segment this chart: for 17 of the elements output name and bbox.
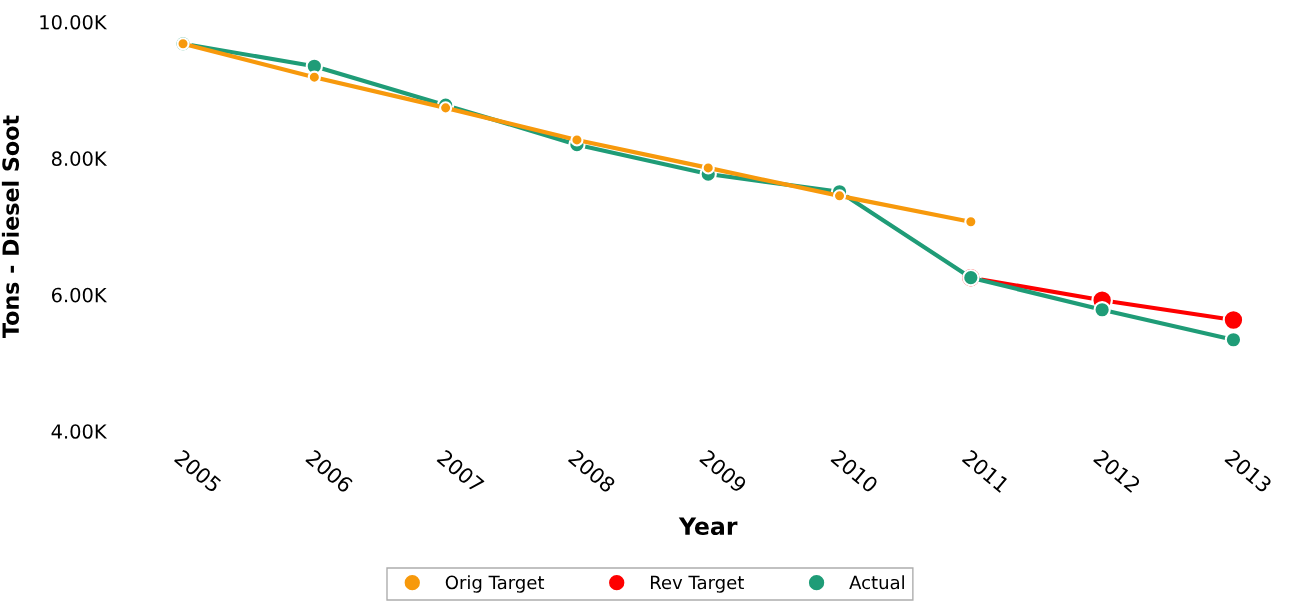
y-tick-label: 8.00K xyxy=(51,151,108,166)
y-tick-label: 10.00K xyxy=(40,14,108,30)
legend-label: Actual xyxy=(849,575,904,590)
x-axis-title: Year xyxy=(678,517,738,536)
point xyxy=(832,189,847,203)
point xyxy=(964,215,978,229)
y-tick-label: 6.00K xyxy=(51,287,108,303)
point xyxy=(1222,309,1245,331)
point xyxy=(1093,301,1111,319)
legend-label: Rev Target xyxy=(650,575,744,593)
y-tick-label: 4.00K xyxy=(51,424,108,439)
y-axis-title: Tons - Diesel Soot xyxy=(1,115,20,339)
point xyxy=(570,133,584,147)
point xyxy=(439,101,453,115)
point xyxy=(701,161,715,175)
legend-label: Orig Target xyxy=(445,575,545,593)
point xyxy=(307,70,321,84)
